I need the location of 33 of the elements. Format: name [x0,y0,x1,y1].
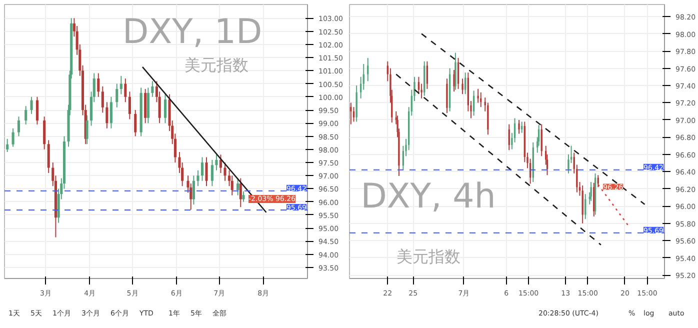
candlestick [151,80,154,98]
candlestick [164,94,167,124]
candlestick [24,106,28,125]
candlestick [30,96,33,114]
candlestick [192,175,195,205]
candlestick [36,96,38,125]
candlestick [110,96,112,129]
candlestick [128,91,131,120]
candlestick [124,78,127,103]
candlestick [17,116,20,137]
candlestick [196,170,200,187]
text: 美元指数 [396,247,460,266]
candlestick [224,162,226,182]
candlestick [205,156,208,187]
text: DXY, 4h [360,176,496,216]
candlestick [6,138,9,152]
chart-title: DXY, 1D [122,12,262,52]
candlestick [134,110,137,137]
candlestick [210,159,214,187]
candlestick [116,83,118,108]
candlestick [215,154,218,171]
candlestick [47,140,50,174]
candlestick [242,190,245,202]
candlestick [236,178,240,196]
candlestick [101,86,104,114]
candlestick [43,116,46,150]
candlestick [239,178,242,208]
candlestick [200,156,204,182]
candlestick [120,75,122,95]
candlestick [12,128,14,148]
text: 美元指数 [184,55,249,74]
candlestick [97,72,100,98]
candlestick [106,102,108,129]
